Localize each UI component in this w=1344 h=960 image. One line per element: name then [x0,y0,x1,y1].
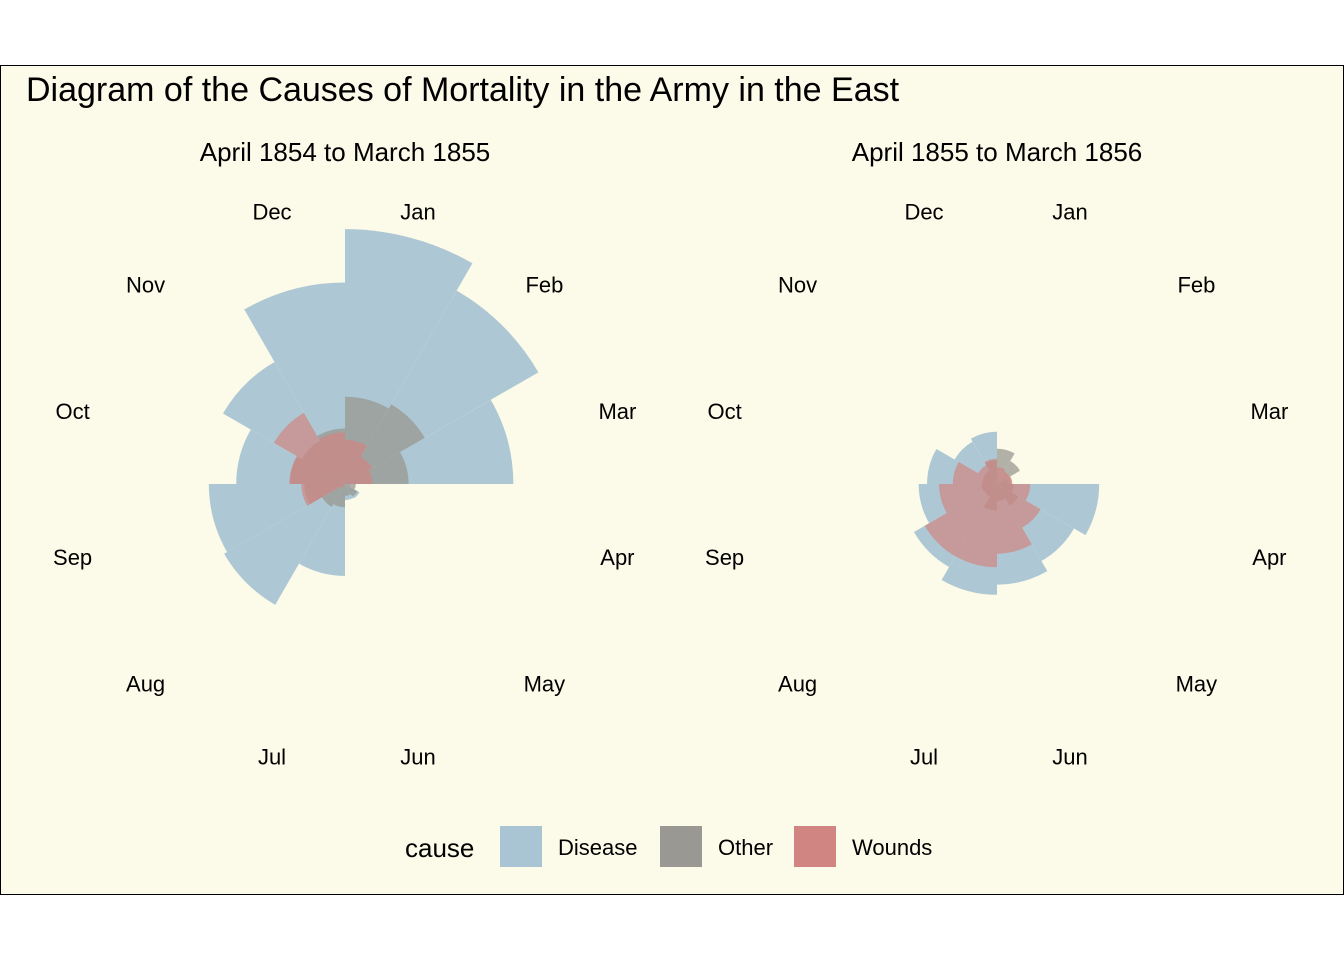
month-label-may: May [524,671,566,696]
wedge-wounds-sep [939,484,997,513]
month-label-mar: Mar [598,399,636,424]
plot-background [0,65,1344,895]
month-label-feb: Feb [1177,273,1215,298]
wedge-wounds-feb [345,456,373,484]
wedge-other-may [345,484,358,497]
legend-label-disease: Disease [558,835,637,860]
wedge-other-jun [345,484,351,496]
panel-title-1: April 1854 to March 1855 [200,137,491,167]
rose-panel-2: Jan Feb Mar Apr May Jun Jul Aug Sep Oct Nov Dec [705,200,1288,770]
legend: cause Disease Other Wounds [405,826,932,867]
wedge-wounds-aug [924,484,997,557]
panel-title-2: April 1855 to March 1856 [852,137,1143,167]
wedge-wounds-mar [345,470,373,484]
wedge-wounds-dec [984,458,997,484]
month-label-aug: Aug [778,671,817,696]
month-label-nov: Nov [778,273,817,298]
chart-title: Diagram of the Causes of Mortality in th… [26,71,900,109]
month-label-jan: Jan [400,200,435,225]
wedge-wounds-jan [997,467,1006,484]
wedge-wounds-jun [997,484,1032,554]
legend-title: cause [405,833,474,863]
legend-swatch-other [660,826,702,867]
month-label-feb: Feb [525,273,563,298]
month-label-dec: Dec [252,200,291,225]
wedge-disease-jul [299,484,345,576]
month-label-sep: Sep [705,545,744,570]
rose-panel-1: Jan Feb Mar Apr May Jun Jul Aug Sep Oct Nov Dec [53,200,636,770]
wedge-wounds-mar [997,476,1013,484]
month-label-jan: Jan [1052,200,1087,225]
month-label-aug: Aug [126,671,165,696]
wedge-other-jul [333,484,345,508]
legend-swatch-disease [500,826,542,867]
month-label-apr: Apr [1252,545,1286,570]
month-label-jul: Jul [258,744,286,769]
legend-swatch-wounds [794,826,836,867]
month-label-may: May [1176,671,1218,696]
month-label-apr: Apr [600,545,634,570]
wedge-other-apr [345,484,356,490]
wedge-wounds-nov [273,412,345,484]
wedge-wounds-oct [952,461,997,484]
wedge-wounds-aug [340,484,345,489]
month-label-sep: Sep [53,545,92,570]
month-label-jul: Jul [910,744,938,769]
wedge-wounds-jul [955,484,997,568]
month-label-mar: Mar [1250,399,1288,424]
wedge-wounds-oct [289,456,345,484]
month-label-jun: Jun [400,744,435,769]
month-label-jun: Jun [1052,744,1087,769]
month-label-oct: Oct [707,399,741,424]
month-label-dec: Dec [904,200,943,225]
legend-label-wounds: Wounds [852,835,932,860]
wedge-wounds-sep [301,484,345,506]
wedge-wounds-may [997,484,1041,528]
legend-label-other: Other [718,835,773,860]
month-label-nov: Nov [126,273,165,298]
wedge-disease-aug [224,484,345,605]
wedge-wounds-feb [997,471,1010,484]
wedge-wounds-apr [997,484,1031,501]
wedge-other-aug [321,484,345,508]
wedge-disease-dec [244,282,345,484]
wedge-wounds-jan [345,439,368,484]
wedge-wounds-dec [319,432,345,484]
month-label-oct: Oct [55,399,89,424]
wedge-wounds-nov [978,465,997,484]
